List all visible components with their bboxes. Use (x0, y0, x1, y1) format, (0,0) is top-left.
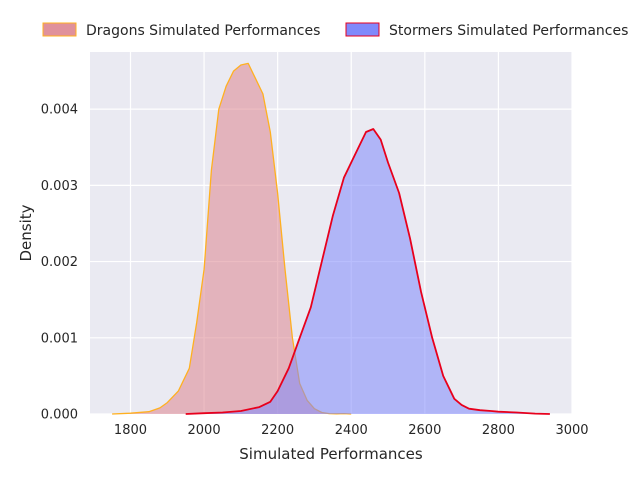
series-line-1 (185, 128, 550, 415)
x-tick-label-3: 2400 (335, 423, 368, 438)
x-tick-label-4: 2600 (408, 423, 441, 438)
y-axis-ticks: 0.000 0.001 0.002 0.003 0.004 (41, 103, 78, 423)
y-tick-label-0: 0.000 (41, 408, 78, 423)
y-axis-label: Density (17, 204, 35, 261)
density-areas (112, 62, 550, 415)
x-tick-label-0: 1800 (114, 423, 147, 438)
series-area-1 (185, 129, 550, 414)
y-tick-label-2: 0.002 (41, 255, 78, 270)
legend-swatch-0 (42, 22, 77, 37)
x-tick-label-1: 2000 (188, 423, 221, 438)
y-tick-label-4: 0.004 (41, 103, 78, 118)
legend-label-0: Dragons Simulated Performances (86, 23, 320, 39)
x-tick-label-5: 2800 (482, 423, 515, 438)
y-tick-label-3: 0.003 (41, 179, 78, 194)
x-tick-label-2: 2200 (261, 423, 294, 438)
series-area-0 (112, 63, 352, 415)
y-tick-label-1: 0.001 (41, 331, 78, 346)
x-axis-label: Simulated Performances (239, 445, 423, 463)
legend-swatch-1 (345, 22, 380, 37)
legend: Dragons Simulated Performances Stormers S… (42, 22, 628, 39)
x-axis-ticks: 1800 2000 2200 2400 2600 2800 3000 (114, 423, 589, 438)
x-tick-label-6: 3000 (555, 423, 588, 438)
legend-label-1: Stormers Simulated Performances (389, 23, 628, 39)
